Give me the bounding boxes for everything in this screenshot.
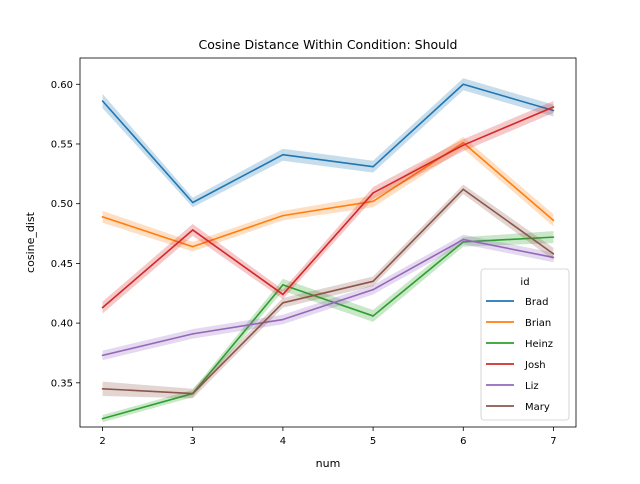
data-point-brad <box>552 109 555 112</box>
x-axis: 2 3 4 5 6 7 <box>99 427 557 447</box>
series-line-mary <box>102 188 554 395</box>
x-tick-label: 2 <box>99 436 105 447</box>
data-point-liz <box>372 288 374 291</box>
data-point-josh <box>101 306 104 309</box>
data-point-mary <box>372 280 374 283</box>
ci-band-heinz <box>102 231 554 423</box>
data-point-heinz <box>372 315 374 317</box>
series-line-liz <box>102 238 554 357</box>
data-point-mary <box>462 188 465 191</box>
series-line-brad <box>101 83 554 204</box>
y-tick-label: 0.45 <box>51 259 73 270</box>
legend-label-mary: Mary <box>525 402 550 413</box>
data-point-mary <box>282 302 284 304</box>
ci-band-josh <box>102 100 554 314</box>
data-point-heinz <box>552 236 555 238</box>
legend-label-heinz: Heinz <box>525 339 553 350</box>
data-point-brad <box>462 83 465 86</box>
data-point-mary <box>191 392 194 395</box>
y-tick-label: 0.35 <box>51 378 73 389</box>
data-point-liz <box>282 318 284 321</box>
x-tick-label: 7 <box>550 436 556 447</box>
data-point-liz <box>191 333 194 335</box>
data-point-liz <box>462 238 465 241</box>
y-tick-label: 0.40 <box>51 319 73 330</box>
x-tick-label: 4 <box>280 436 286 447</box>
x-tick-label: 3 <box>190 436 196 447</box>
series-line-brian <box>102 141 554 248</box>
legend: id Brad Brian Heinz Josh Liz Mary <box>480 268 570 421</box>
legend-box <box>480 268 570 421</box>
y-axis-label: cosine_dist <box>24 211 37 273</box>
x-tick-label: 6 <box>460 436 466 447</box>
y-axis: 0.35 0.40 0.45 0.50 0.55 0.60 <box>51 80 80 389</box>
data-point-mary <box>101 387 104 390</box>
data-point-brian <box>282 214 284 217</box>
data-point-brad <box>282 153 284 156</box>
x-tick-label: 5 <box>370 436 376 447</box>
legend-label-brad: Brad <box>525 297 548 308</box>
data-point-heinz <box>282 284 284 286</box>
legend-title: id <box>520 277 529 288</box>
data-point-josh <box>462 144 465 146</box>
data-point-brian <box>372 200 374 203</box>
data-point-mary <box>552 253 555 255</box>
data-point-brian <box>552 219 555 222</box>
y-tick-label: 0.50 <box>51 199 73 210</box>
plot-area <box>101 78 555 423</box>
data-point-brian <box>462 141 465 144</box>
data-point-brian <box>191 245 194 248</box>
data-point-josh <box>372 192 374 194</box>
chart-title: Cosine Distance Within Condition: Should <box>199 37 458 52</box>
data-point-heinz <box>462 241 465 243</box>
legend-label-josh: Josh <box>524 360 546 371</box>
axes-frame <box>79 57 577 428</box>
data-point-brad <box>191 201 194 204</box>
series-line-heinz <box>102 236 554 420</box>
data-point-heinz <box>101 417 104 420</box>
legend-label-brian: Brian <box>525 318 551 329</box>
y-tick-label: 0.60 <box>51 80 73 91</box>
y-tick-label: 0.55 <box>51 139 73 150</box>
data-point-brian <box>101 216 104 218</box>
data-point-josh <box>552 106 555 108</box>
x-axis-label: num <box>316 457 341 470</box>
data-point-josh <box>191 229 194 231</box>
data-point-liz <box>101 354 104 357</box>
data-point-brad <box>101 100 104 102</box>
data-point-josh <box>282 293 284 296</box>
ci-band-liz <box>102 234 554 361</box>
data-point-brad <box>372 165 374 168</box>
series-line-josh <box>102 106 554 309</box>
legend-label-liz: Liz <box>525 381 539 392</box>
data-point-liz <box>552 256 555 259</box>
ci-band-brad <box>102 78 554 208</box>
